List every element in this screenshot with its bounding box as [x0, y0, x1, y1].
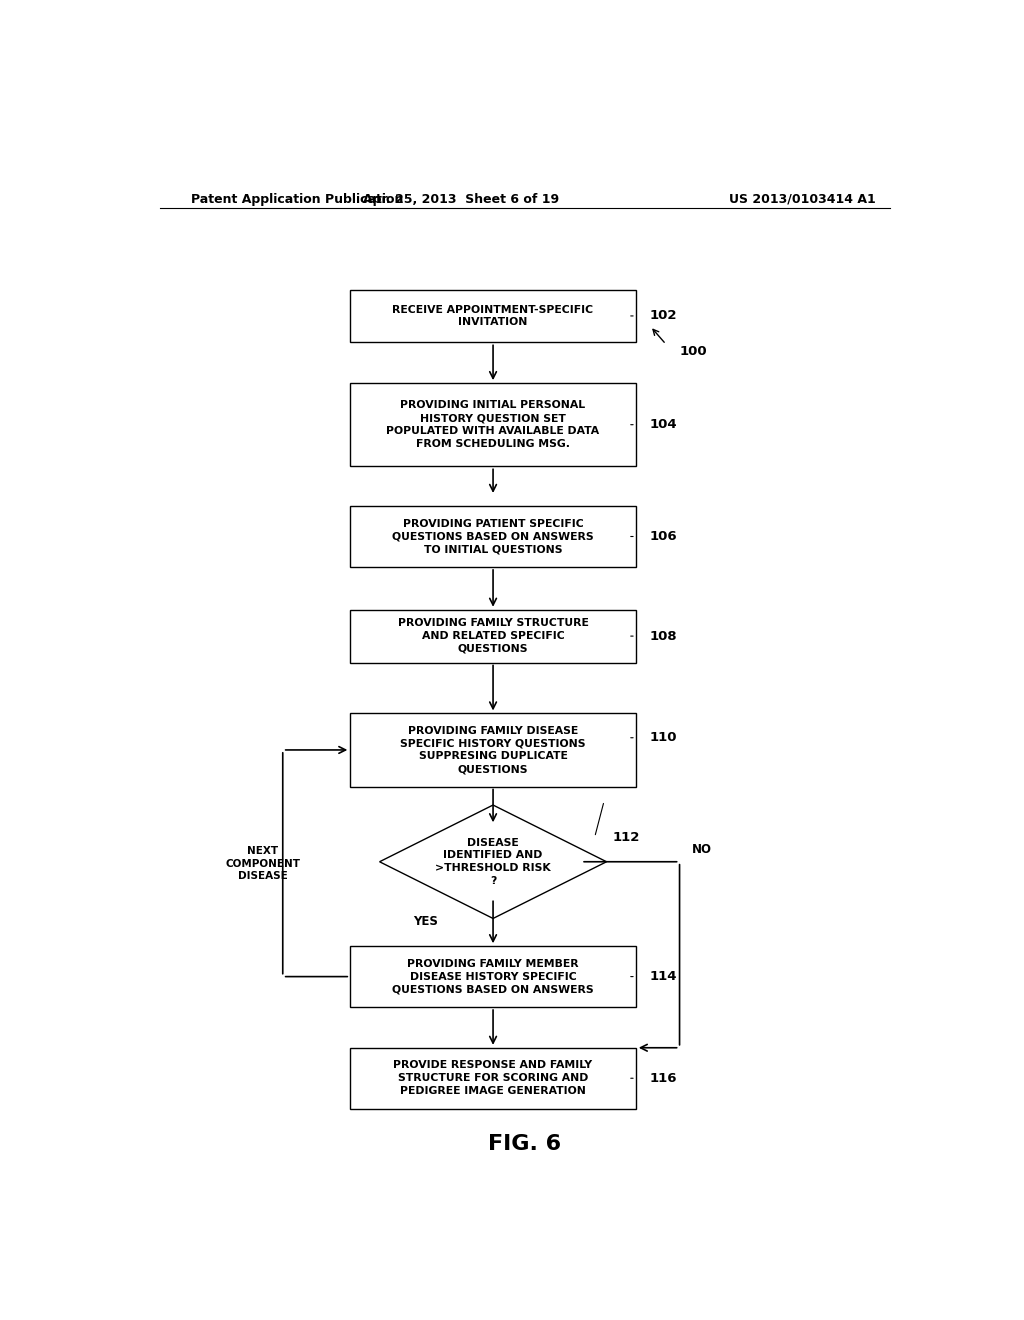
Text: 110: 110 — [649, 731, 677, 744]
Text: PROVIDING FAMILY DISEASE
SPECIFIC HISTORY QUESTIONS
SUPPRESING DUPLICATE
QUESTIO: PROVIDING FAMILY DISEASE SPECIFIC HISTOR… — [400, 726, 586, 774]
FancyBboxPatch shape — [350, 946, 636, 1007]
Text: NO: NO — [691, 843, 712, 857]
Text: 114: 114 — [649, 970, 677, 983]
FancyBboxPatch shape — [350, 713, 636, 787]
Text: 102: 102 — [649, 309, 677, 322]
Text: PROVIDING PATIENT SPECIFIC
QUESTIONS BASED ON ANSWERS
TO INITIAL QUESTIONS: PROVIDING PATIENT SPECIFIC QUESTIONS BAS… — [392, 519, 594, 554]
Text: PROVIDING FAMILY MEMBER
DISEASE HISTORY SPECIFIC
QUESTIONS BASED ON ANSWERS: PROVIDING FAMILY MEMBER DISEASE HISTORY … — [392, 958, 594, 994]
Text: RECEIVE APPOINTMENT-SPECIFIC
INVITATION: RECEIVE APPOINTMENT-SPECIFIC INVITATION — [392, 305, 594, 327]
Text: Patent Application Publication: Patent Application Publication — [191, 193, 403, 206]
FancyBboxPatch shape — [350, 610, 636, 663]
Text: 100: 100 — [680, 345, 708, 358]
FancyBboxPatch shape — [350, 289, 636, 342]
FancyBboxPatch shape — [350, 383, 636, 466]
Text: PROVIDING INITIAL PERSONAL
HISTORY QUESTION SET
POPULATED WITH AVAILABLE DATA
FR: PROVIDING INITIAL PERSONAL HISTORY QUEST… — [386, 400, 600, 449]
Text: 108: 108 — [649, 630, 677, 643]
FancyBboxPatch shape — [350, 506, 636, 568]
Text: NEXT
COMPONENT
DISEASE: NEXT COMPONENT DISEASE — [225, 846, 300, 882]
Text: US 2013/0103414 A1: US 2013/0103414 A1 — [729, 193, 876, 206]
Text: DISEASE
IDENTIFIED AND
>THRESHOLD RISK
?: DISEASE IDENTIFIED AND >THRESHOLD RISK ? — [435, 838, 551, 886]
FancyBboxPatch shape — [350, 1048, 636, 1109]
Text: PROVIDING FAMILY STRUCTURE
AND RELATED SPECIFIC
QUESTIONS: PROVIDING FAMILY STRUCTURE AND RELATED S… — [397, 618, 589, 653]
Text: Apr. 25, 2013  Sheet 6 of 19: Apr. 25, 2013 Sheet 6 of 19 — [364, 193, 559, 206]
Text: 104: 104 — [649, 418, 677, 432]
Polygon shape — [380, 805, 606, 919]
Text: FIG. 6: FIG. 6 — [488, 1134, 561, 1154]
Text: YES: YES — [413, 915, 438, 928]
Text: 112: 112 — [612, 830, 639, 843]
Text: PROVIDE RESPONSE AND FAMILY
STRUCTURE FOR SCORING AND
PEDIGREE IMAGE GENERATION: PROVIDE RESPONSE AND FAMILY STRUCTURE FO… — [393, 1060, 593, 1096]
Text: 116: 116 — [649, 1072, 677, 1085]
Text: 106: 106 — [649, 531, 677, 543]
